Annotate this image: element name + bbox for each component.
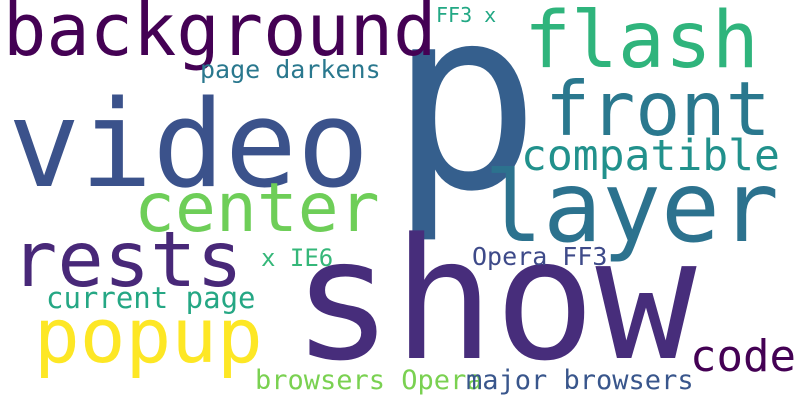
word-center: center xyxy=(134,169,380,248)
word-page-darkens: page darkens xyxy=(200,55,381,84)
word-x-ie6: x IE6 xyxy=(261,244,334,272)
word-show: show xyxy=(292,202,697,398)
word-code: code xyxy=(690,331,796,382)
word-opera-ff3: Opera FF3 xyxy=(472,242,608,271)
word-background: background xyxy=(3,0,437,72)
word-layer: layer xyxy=(484,151,780,265)
word-front: front xyxy=(545,65,771,153)
word-video: video xyxy=(8,76,370,215)
word-rests: rests xyxy=(11,216,243,305)
word-compatible: compatible xyxy=(521,131,780,181)
word-browsers-opera: browsers Opera xyxy=(255,365,483,396)
word-popup: popup xyxy=(34,291,263,380)
word-p: p xyxy=(389,0,541,247)
word-flash: flash xyxy=(524,0,759,86)
word-current-page: current page xyxy=(46,281,256,315)
word-ff3-x: FF3 x xyxy=(436,3,497,27)
word-major-browsers: major browsers xyxy=(466,365,694,396)
